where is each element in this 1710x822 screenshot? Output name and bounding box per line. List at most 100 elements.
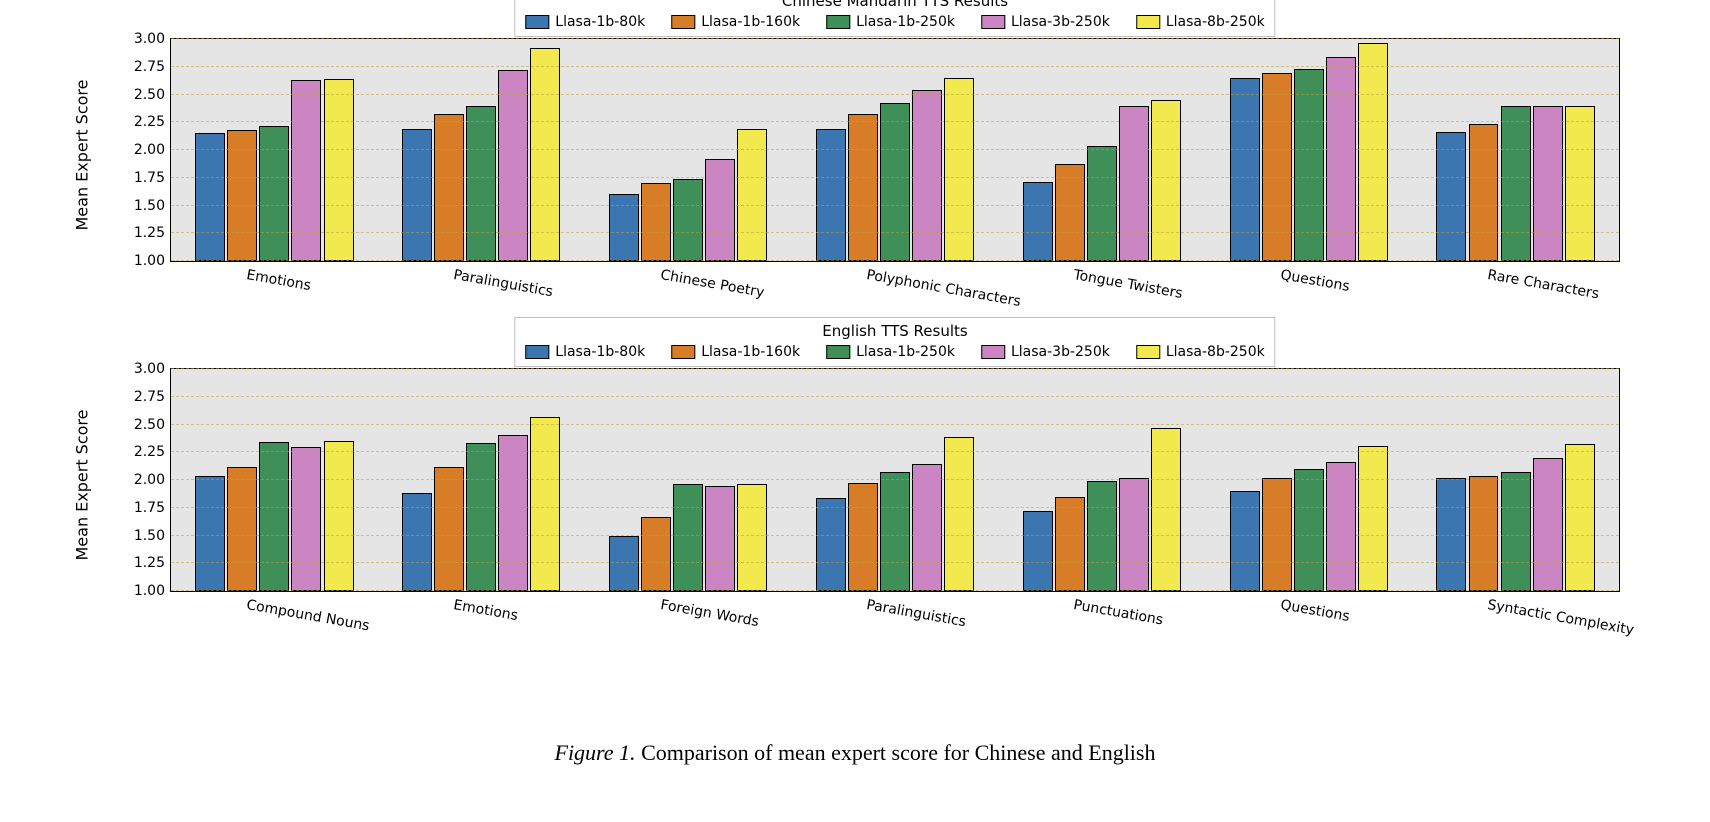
- legend-label: Llasa-1b-80k: [555, 344, 645, 360]
- legend-swatch: [826, 15, 850, 29]
- gridline: [171, 177, 1619, 178]
- ytick-label: 2.25: [134, 444, 165, 460]
- legend-swatch: [981, 15, 1005, 29]
- bar: [466, 106, 496, 261]
- bar: [1358, 43, 1388, 261]
- page-root: Mean Expert Score Chinese Mandarin TTS R…: [0, 0, 1710, 822]
- bar: [227, 467, 257, 591]
- legend-swatch: [826, 345, 850, 359]
- gridline: [171, 94, 1619, 95]
- legend-swatch: [1136, 345, 1160, 359]
- bar: [434, 114, 464, 261]
- bar: [1087, 146, 1117, 261]
- bar: [1533, 458, 1563, 591]
- bar: [1055, 497, 1085, 591]
- gridline: [171, 396, 1619, 397]
- ytick-label: 1.25: [134, 555, 165, 571]
- ytick-label: 2.00: [134, 472, 165, 488]
- xtick-label: Foreign Words: [659, 597, 760, 630]
- legend-english: English TTS Results Llasa-1b-80kLlasa-1b…: [514, 317, 1275, 367]
- legend-item: Llasa-1b-160k: [671, 344, 800, 360]
- xtick-label: Paralinguistics: [866, 597, 968, 630]
- gridline: [171, 66, 1619, 67]
- bar: [1436, 132, 1466, 261]
- legend-label: Llasa-1b-160k: [701, 344, 800, 360]
- bar: [1501, 106, 1531, 261]
- ytick-label: 1.75: [134, 170, 165, 186]
- xtick-label: Emotions: [245, 267, 312, 294]
- bar: [737, 484, 767, 591]
- gridline: [171, 205, 1619, 206]
- bar: [1565, 106, 1595, 261]
- gridline: [171, 562, 1619, 563]
- bar: [1358, 446, 1388, 591]
- xtick-label: Rare Characters: [1486, 267, 1600, 302]
- bar: [1565, 444, 1595, 591]
- gridline: [171, 535, 1619, 536]
- bar: [641, 183, 671, 261]
- xtick-label: Paralinguistics: [452, 267, 554, 300]
- legend-item: Llasa-8b-250k: [1136, 14, 1265, 30]
- gridline: [171, 149, 1619, 150]
- xtick-label: Syntactic Complexity: [1486, 597, 1635, 639]
- bar: [1151, 100, 1181, 261]
- bar: [641, 517, 671, 591]
- xtick-label: Questions: [1279, 267, 1351, 295]
- gridline: [171, 38, 1619, 39]
- bar: [195, 133, 225, 261]
- bar: [259, 442, 289, 591]
- bar: [1151, 428, 1181, 591]
- bar: [1230, 78, 1260, 261]
- chart-panel-english: Mean Expert Score English TTS Results Ll…: [110, 360, 1630, 610]
- xtick-label: Chinese Poetry: [659, 267, 765, 301]
- bar: [498, 435, 528, 592]
- bar: [1326, 462, 1356, 591]
- ytick-label: 3.00: [134, 361, 165, 377]
- bar: [912, 464, 942, 591]
- bar: [324, 441, 354, 591]
- bars-layer: [171, 369, 1619, 591]
- ytick-label: 1.75: [134, 500, 165, 516]
- legend-label: Llasa-3b-250k: [1011, 344, 1110, 360]
- legend-swatch: [671, 15, 695, 29]
- ytick-label: 2.25: [134, 114, 165, 130]
- plot-area-chinese: Chinese Mandarin TTS Results Llasa-1b-80…: [170, 38, 1620, 262]
- legend-chinese: Chinese Mandarin TTS Results Llasa-1b-80…: [514, 0, 1275, 37]
- legend-item: Llasa-3b-250k: [981, 14, 1110, 30]
- legend-row: Llasa-1b-80kLlasa-1b-160kLlasa-1b-250kLl…: [525, 344, 1264, 360]
- bar: [195, 476, 225, 591]
- legend-item: Llasa-1b-160k: [671, 14, 800, 30]
- legend-label: Llasa-8b-250k: [1166, 344, 1265, 360]
- bar: [324, 79, 354, 261]
- ytick-label: 2.75: [134, 389, 165, 405]
- legend-label: Llasa-8b-250k: [1166, 14, 1265, 30]
- plot-area-english: English TTS Results Llasa-1b-80kLlasa-1b…: [170, 368, 1620, 592]
- bar: [705, 486, 735, 591]
- gridline: [171, 424, 1619, 425]
- bar: [880, 472, 910, 591]
- legend-item: Llasa-8b-250k: [1136, 344, 1265, 360]
- bar: [466, 443, 496, 591]
- ytick-label: 2.75: [134, 59, 165, 75]
- bar: [848, 114, 878, 261]
- bar: [291, 447, 321, 591]
- y-axis-label: Mean Expert Score: [73, 409, 92, 560]
- legend-swatch: [671, 345, 695, 359]
- bar: [1119, 106, 1149, 261]
- xtick-label: Tongue Twisters: [1073, 267, 1185, 302]
- gridline: [171, 368, 1619, 369]
- bar: [609, 536, 639, 592]
- bar: [1023, 182, 1053, 261]
- ytick-label: 1.50: [134, 528, 165, 544]
- legend-row: Llasa-1b-80kLlasa-1b-160kLlasa-1b-250kLl…: [525, 14, 1264, 30]
- ytick-label: 1.00: [134, 253, 165, 269]
- bar: [291, 80, 321, 261]
- bar: [530, 417, 560, 591]
- legend-swatch: [525, 15, 549, 29]
- legend-swatch: [525, 345, 549, 359]
- legend-label: Llasa-1b-250k: [856, 14, 955, 30]
- legend-item: Llasa-1b-80k: [525, 344, 645, 360]
- ytick-label: 3.00: [134, 31, 165, 47]
- legend-item: Llasa-1b-250k: [826, 14, 955, 30]
- bar: [816, 498, 846, 591]
